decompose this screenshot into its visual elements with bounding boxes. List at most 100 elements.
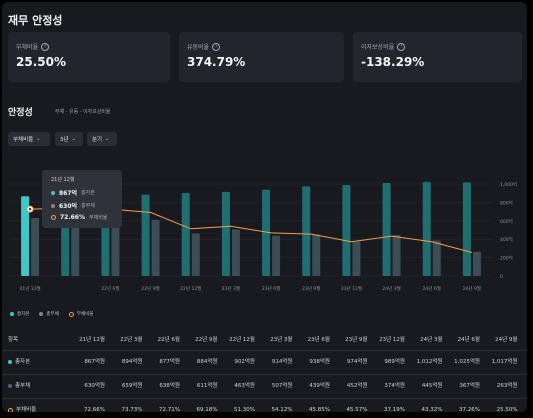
metric-label: 이자보상비율: [361, 44, 395, 51]
table-column-header: 24년 3월: [420, 337, 443, 343]
metric-card-interest-coverage: 이자보상비율 ? -138.29%: [353, 32, 522, 82]
table-cell: 37.19%: [384, 407, 405, 412]
equity-bar: [342, 185, 351, 276]
row-dot-icon: [8, 384, 12, 388]
y-tick-label: 800억: [500, 199, 513, 206]
metric-label: 부채비율: [16, 44, 39, 51]
row-label-text: 총부채: [15, 383, 31, 389]
info-icon[interactable]: ?: [212, 42, 221, 51]
table-row-label: 부채비율: [8, 402, 36, 412]
metric-value: 374.79%: [187, 55, 246, 69]
debt-bar: [272, 235, 281, 276]
table-cell: 1,012억원: [416, 359, 443, 365]
x-tick-label: 23년 12월: [341, 285, 362, 292]
info-icon[interactable]: ?: [41, 42, 50, 51]
ratio-ring-icon: [68, 311, 74, 317]
debt-bar: [392, 235, 401, 276]
table-divider: [2, 350, 527, 351]
table-row-label: 총부채: [8, 378, 30, 394]
equity-bar: [181, 193, 190, 276]
table-cell: 25.50%: [496, 407, 518, 412]
table-cell: 69.18%: [196, 407, 218, 412]
table-column-header: 21년 12월: [79, 337, 105, 343]
section-title: 안정성: [8, 108, 33, 118]
tooltip-value: 72.66%: [60, 214, 85, 221]
page-title: 재무 안정성: [8, 14, 63, 27]
x-tick-label: 22년 9월: [141, 285, 159, 292]
x-tick-label: 22년 12월: [180, 285, 201, 292]
metric-value: 25.50%: [16, 55, 66, 69]
legend-item-equity[interactable]: 총자본: [10, 311, 29, 317]
period-dropdown[interactable]: 3년 ⌄: [55, 132, 83, 146]
metric-card-current-ratio: 유동비율 ? 374.79%: [179, 32, 344, 82]
chart-tooltip: 21년 12월 867억 총자본 630억 총부채 72.66% 부채비율: [42, 170, 122, 228]
y-tick-label: 400억: [500, 236, 513, 243]
equity-bar: [302, 186, 311, 276]
table-cell: 45.85%: [309, 407, 330, 412]
debt-bar: [352, 241, 361, 276]
table-row: 부채비율 72.66% 73.73% 72.71% 69.18% 51.30% 54.12%…: [2, 402, 527, 412]
table-cell: 611억원: [196, 383, 218, 389]
stability-chart[interactable]: 1,000억 800억 600억 400억 200억 0 21년 12월 22년 6월 22년 …: [2, 162, 527, 302]
info-icon[interactable]: ?: [397, 42, 406, 51]
table-cell: 463억원: [234, 383, 255, 389]
tooltip-value: 867억: [59, 190, 78, 197]
table-header-label: 항목: [8, 337, 19, 343]
debt-bar: [312, 234, 321, 276]
x-tick-label: 23년 6월: [262, 285, 280, 292]
table-cell: 374억원: [384, 383, 405, 389]
table-cell: 884억원: [196, 359, 218, 365]
x-tick-label: 24년 6월: [423, 285, 441, 292]
financial-stability-panel: 재무 안정성 부채비율 ? 25.50% 유동비율 ? 374.79% 이자보상…: [2, 2, 527, 412]
chevron-down-icon: ⌄: [36, 136, 41, 142]
y-tick-label: 0: [500, 274, 503, 280]
tooltip-row-equity: 867억 총자본: [51, 188, 95, 197]
row-label-text: 부채비율: [16, 407, 37, 412]
debt-bar: [231, 229, 240, 276]
debt-bar: [432, 240, 441, 276]
equity-bar: [422, 181, 431, 276]
table-cell: 938억원: [309, 359, 330, 365]
table-cell: 73.73%: [121, 407, 143, 412]
y-tick-label: 200억: [500, 255, 513, 262]
legend-label: 총부채: [46, 312, 59, 317]
table-column-header: 22년 3월: [120, 337, 143, 343]
debt-bar: [472, 251, 481, 276]
tooltip-value: 630억: [59, 203, 78, 210]
tooltip-date: 21년 12월: [51, 177, 75, 183]
chevron-down-icon: ⌄: [105, 136, 110, 142]
metric-dropdown[interactable]: 부채비율 ⌄: [8, 132, 50, 146]
y-tick-label: 1,000억: [500, 181, 517, 188]
metric-value: -138.29%: [361, 55, 425, 69]
debt-dot-icon: [39, 312, 44, 316]
table-column-header: 23년 9월: [345, 337, 368, 343]
table-cell: 902억원: [234, 359, 255, 365]
debt-bar: [191, 233, 200, 276]
table-cell: 877억원: [159, 359, 180, 365]
equity-bar: [141, 194, 150, 276]
table-cell: 989억원: [384, 359, 405, 365]
table-cell: 445억원: [421, 383, 443, 389]
equity-bar: [462, 182, 471, 276]
table-cell: 439억원: [309, 383, 330, 389]
equity-bar: [21, 196, 30, 276]
table-cell: 1,025억원: [454, 359, 480, 365]
tooltip-row-debt: 630억 총부채: [51, 201, 95, 210]
row-dot-icon: [8, 360, 12, 364]
table-cell: 1,017억원: [491, 359, 518, 365]
debt-bar: [31, 218, 40, 276]
debt-bar: [111, 217, 120, 276]
interval-dropdown[interactable]: 분기 ⌄: [87, 132, 117, 146]
x-tick-label: 21년 12월: [19, 285, 40, 292]
table-cell: 507억원: [271, 383, 293, 389]
legend-item-debt[interactable]: 총부채: [39, 311, 59, 317]
table-column-header: 22년 9월: [195, 337, 218, 343]
table-cell: 638억원: [159, 383, 180, 389]
table-cell: 51.30%: [234, 407, 255, 412]
debt-dot-icon: [51, 203, 55, 208]
table-cell: 452억원: [346, 383, 368, 389]
table-row: 총부채 630억원 659억원 638억원 611억원 463억원 507억원 439억원 45…: [2, 378, 527, 394]
equity-bar: [262, 189, 271, 276]
legend-item-ratio[interactable]: 부채비율: [68, 311, 93, 317]
equity-bar: [382, 182, 391, 276]
